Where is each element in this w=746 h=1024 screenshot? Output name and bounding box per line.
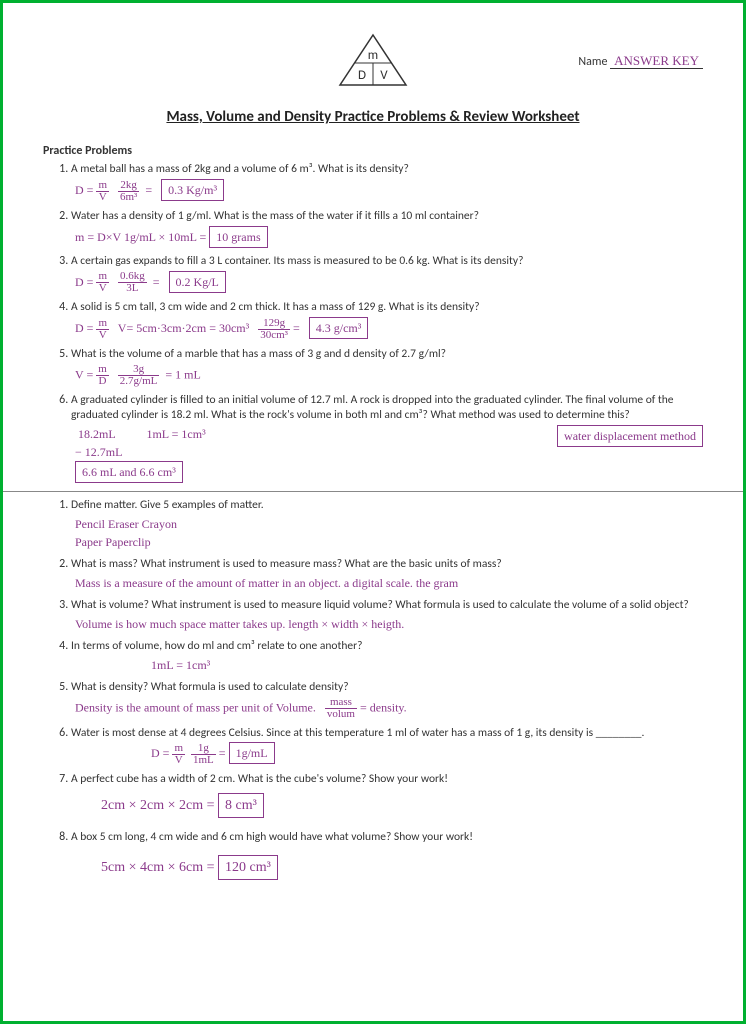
problem-3: A certain gas expands to fill a 3 L cont… — [71, 254, 703, 295]
review-2: What is mass? What instrument is used to… — [71, 557, 703, 592]
name-value: ANSWER KEY — [610, 53, 703, 69]
problem-4: A solid is 5 cm tall, 3 cm wide and 2 cm… — [71, 300, 703, 341]
page-title: Mass, Volume and Density Practice Proble… — [43, 108, 703, 126]
review-problems-list: Define matter. Give 5 examples of matter… — [43, 498, 703, 880]
triangle-v: V — [380, 68, 388, 83]
problem-6: A graduated cylinder is filled to an ini… — [71, 393, 703, 483]
triangle-m: m — [368, 48, 378, 63]
problem-5: What is the volume of a marble that has … — [71, 347, 703, 387]
review-7: A perfect cube has a width of 2 cm. What… — [71, 772, 703, 818]
problem-2: Water has a density of 1 g/ml. What is t… — [71, 209, 703, 248]
review-5: What is density? What formula is used to… — [71, 680, 703, 720]
review-6: Water is most dense at 4 degrees Celsius… — [71, 726, 703, 767]
density-triangle: m D V — [338, 33, 408, 88]
review-1: Define matter. Give 5 examples of matter… — [71, 498, 703, 551]
review-4: In terms of volume, how do ml and cm³ re… — [71, 639, 703, 674]
section1-heading: Practice Problems — [43, 144, 703, 158]
name-field: Name ANSWER KEY — [578, 53, 703, 69]
practice-problems-list: A metal ball has a mass of 2kg and a vol… — [43, 162, 703, 483]
divider — [3, 491, 743, 492]
header: m D V Name ANSWER KEY — [43, 33, 703, 88]
triangle-d: D — [358, 68, 366, 83]
review-8: A box 5 cm long, 4 cm wide and 6 cm high… — [71, 830, 703, 880]
problem-1: A metal ball has a mass of 2kg and a vol… — [71, 162, 703, 203]
review-3: What is volume? What instrument is used … — [71, 598, 703, 633]
name-label: Name — [578, 55, 607, 69]
